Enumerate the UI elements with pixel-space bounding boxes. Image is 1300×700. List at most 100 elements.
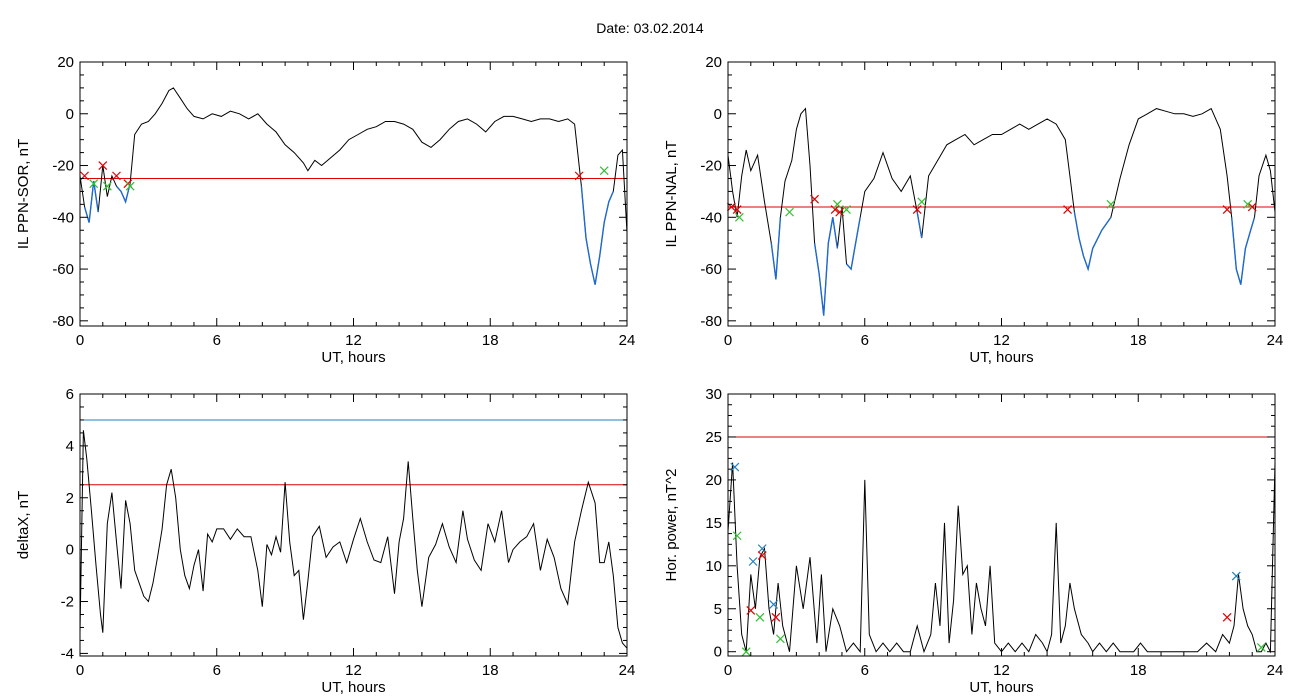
- y-tick-label-nal: -80: [700, 313, 722, 330]
- marker-power-11: [775, 634, 785, 644]
- y-axis-label-nal: IL PPN-NAL, nT: [663, 141, 680, 248]
- marker-power-3: [769, 600, 779, 609]
- marker-nal-14: [1106, 199, 1116, 209]
- chart-nal: 0 6 12 18 24 -80 -60 -40 -20 0 20 UT, hours IL PPN-N…: [663, 54, 1283, 366]
- marker-power-4: [1231, 571, 1241, 581]
- marker-power-9: [732, 531, 742, 541]
- y-tick-label-power: 10: [705, 558, 722, 575]
- y-tick-label-nal: -20: [700, 158, 722, 175]
- x-tick-label-power: 6: [861, 662, 869, 679]
- x-axis-label-nal: UT, hours: [969, 349, 1033, 366]
- y-tick-label-power: 0: [714, 644, 722, 661]
- x-tick-label-nal: 12: [993, 332, 1010, 349]
- y-tick-label-deltax: 4: [66, 438, 74, 455]
- x-axis-label-sor: UT, hours: [321, 349, 385, 366]
- x-tick-label-power: 24: [1267, 662, 1284, 679]
- y-tick-label-nal: -40: [700, 209, 722, 226]
- page-title: Date: 03.02.2014: [596, 20, 704, 36]
- marker-sor-7: [125, 181, 135, 191]
- y-tick-label-deltax: 0: [66, 542, 74, 559]
- y-tick-label-sor: -80: [52, 313, 74, 330]
- y-tick-label-nal: -60: [700, 261, 722, 278]
- y-tick-label-sor: -60: [52, 261, 74, 278]
- y-axis-label-sor: IL PPN-SOR, nT: [15, 139, 32, 249]
- y-tick-label-sor: 0: [66, 106, 74, 123]
- marker-power-8: [1222, 612, 1232, 622]
- chart-power: 0 6 12 18 24 0 5 10 15 20 25 30 UT, hours Hor. power,…: [663, 386, 1283, 696]
- marker-power-2: [757, 544, 767, 554]
- marker-sor-8: [599, 166, 609, 176]
- marker-sor-6: [102, 181, 112, 191]
- series-below-threshold-sor: [83, 180, 99, 223]
- x-tick-label-deltax: 12: [345, 662, 362, 679]
- x-tick-label-sor: 24: [619, 332, 636, 349]
- series-line-sor-0: [80, 87, 627, 285]
- marker-power-7: [771, 612, 781, 622]
- marker-nal-8: [1247, 202, 1257, 212]
- series-line-power-0: [728, 462, 1275, 654]
- y-tick-label-sor: -20: [52, 158, 74, 175]
- marker-sor-4: [574, 171, 584, 181]
- marker-nal-12: [842, 205, 851, 214]
- y-axis-label-power: Hor. power, nT^2: [663, 469, 680, 582]
- y-tick-label-power: 25: [705, 429, 722, 446]
- series-below-threshold-nal: [770, 217, 782, 280]
- y-tick-label-deltax: 6: [66, 386, 74, 403]
- marker-nal-2: [810, 194, 820, 204]
- x-tick-label-sor: 6: [213, 332, 221, 349]
- x-tick-label-deltax: 24: [619, 662, 636, 679]
- x-axis-label-power: UT, hours: [969, 679, 1033, 696]
- series-below-threshold-nal: [916, 211, 923, 239]
- x-tick-label-nal: 24: [1267, 332, 1284, 349]
- marker-power-5: [757, 551, 767, 560]
- y-tick-label-sor: -40: [52, 209, 74, 226]
- marker-sor-1: [98, 161, 108, 170]
- marker-nal-3: [830, 205, 840, 214]
- y-tick-label-nal: 20: [705, 54, 722, 71]
- series-below-threshold-sor: [115, 183, 131, 204]
- y-axis-label-deltax: deltaX, nT: [15, 491, 32, 559]
- marker-power-13: [1256, 642, 1266, 652]
- marker-power-0: [730, 462, 740, 472]
- y-tick-label-deltax: -4: [61, 645, 74, 662]
- marker-nal-4: [835, 207, 845, 217]
- x-tick-label-deltax: 6: [213, 662, 221, 679]
- marker-nal-11: [832, 199, 842, 209]
- marker-power-1: [748, 557, 758, 566]
- marker-power-10: [755, 612, 765, 622]
- x-tick-label-sor: 18: [482, 332, 499, 349]
- series-below-threshold-nal: [845, 217, 861, 271]
- x-tick-label-nal: 0: [724, 332, 732, 349]
- y-tick-label-power: 20: [705, 472, 722, 489]
- series-below-threshold-nal: [813, 217, 839, 316]
- y-tick-label-power: 30: [705, 386, 722, 403]
- plot-frame-sor: [79, 61, 628, 327]
- x-axis-label-deltax: UT, hours: [321, 679, 385, 696]
- series-below-threshold-sor: [580, 186, 614, 285]
- marker-nal-1: [732, 205, 742, 214]
- x-tick-label-deltax: 18: [482, 662, 499, 679]
- marker-nal-6: [1063, 205, 1073, 214]
- x-tick-label-deltax: 0: [76, 662, 84, 679]
- marker-nal-15: [1243, 199, 1253, 209]
- y-tick-label-nal: 0: [714, 106, 722, 123]
- plot-frame-power: [727, 393, 1276, 657]
- x-tick-label-sor: 0: [76, 332, 84, 349]
- chart-sor: 0 6 12 18 24 -80 -60 -40 -20 0 20 UT, hours IL PPN-S…: [15, 54, 635, 366]
- marker-power-12: [741, 647, 751, 657]
- y-tick-label-deltax: -2: [61, 594, 74, 611]
- marker-power-6: [746, 606, 756, 615]
- marker-sor-5: [89, 179, 99, 189]
- y-tick-label-power: 15: [705, 515, 722, 532]
- marker-nal-9: [734, 212, 744, 222]
- marker-sor-2: [112, 171, 121, 181]
- x-tick-label-nal: 18: [1130, 332, 1147, 349]
- series-below-threshold-nal: [1073, 211, 1112, 272]
- y-tick-label-power: 5: [714, 601, 722, 618]
- x-tick-label-power: 12: [993, 662, 1010, 679]
- plot-frame-nal: [727, 61, 1276, 327]
- marker-nal-13: [917, 197, 927, 207]
- x-tick-label-power: 18: [1130, 662, 1147, 679]
